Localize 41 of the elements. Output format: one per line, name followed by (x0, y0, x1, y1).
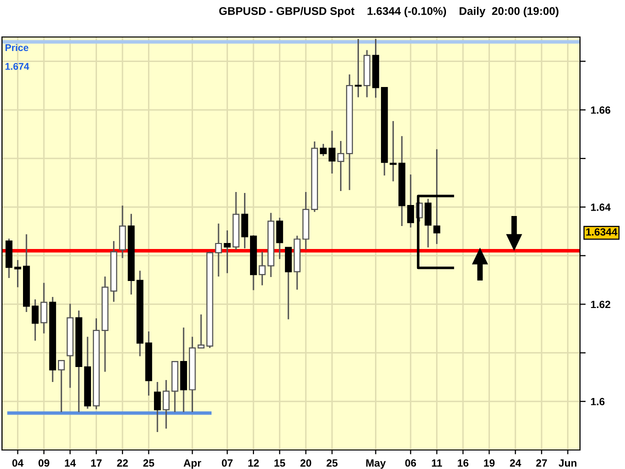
candlestick (215, 222, 222, 278)
x-tick-label: 16 (458, 459, 468, 467)
x-tick-label: 14 (64, 459, 76, 467)
x-tick-label: 20 (300, 459, 312, 467)
candlestick (224, 230, 231, 274)
x-tick-label: 27 (536, 459, 547, 467)
x-tick-label: 04 (12, 459, 24, 467)
x-tick-label: 06 (405, 459, 416, 467)
candlestick (162, 379, 170, 430)
y-tick-label: 1.64 (591, 204, 611, 211)
y-tick-label: 1.66 (591, 106, 610, 114)
candlestick (119, 204, 126, 259)
y-axis-title: Price (6, 44, 28, 52)
candlestick (241, 192, 248, 250)
x-tick-label: 09 (38, 459, 50, 467)
x-tick-label: May (366, 459, 386, 469)
x-tick-label: 11 (432, 459, 442, 467)
y-tick-label: 1.6 (591, 398, 605, 406)
candlestick (320, 143, 327, 157)
candlestick (258, 251, 266, 286)
ref-line-label: 1.674 (6, 62, 30, 70)
x-tick-label: 25 (326, 459, 338, 467)
x-tick-label: 12 (248, 459, 259, 467)
x-tick-label: 24 (510, 459, 522, 467)
candlestick (337, 140, 344, 192)
x-tick-label: 15 (274, 459, 286, 467)
x-tick-label: 19 (484, 459, 495, 467)
x-tick-label: 17 (91, 459, 102, 467)
candlestick (40, 282, 48, 334)
x-tick-label: Jun (558, 459, 576, 467)
candlestick (390, 120, 397, 182)
candlestick (14, 259, 22, 288)
text: 1.6344 (586, 228, 618, 236)
x-tick-label: 22 (117, 459, 128, 467)
chart-title: GBPUSD - GBP/USD Spot 1.6344 (-0.10%) Daily 20:00 (19:00) (219, 6, 558, 18)
candlestick (58, 360, 65, 413)
x-tick-label: Apr (184, 459, 202, 469)
x-tick-label: 25 (143, 459, 154, 467)
y-tick-label: 1.62 (591, 300, 610, 308)
candlestick (328, 130, 336, 174)
x-tick-label: 07 (222, 459, 233, 467)
